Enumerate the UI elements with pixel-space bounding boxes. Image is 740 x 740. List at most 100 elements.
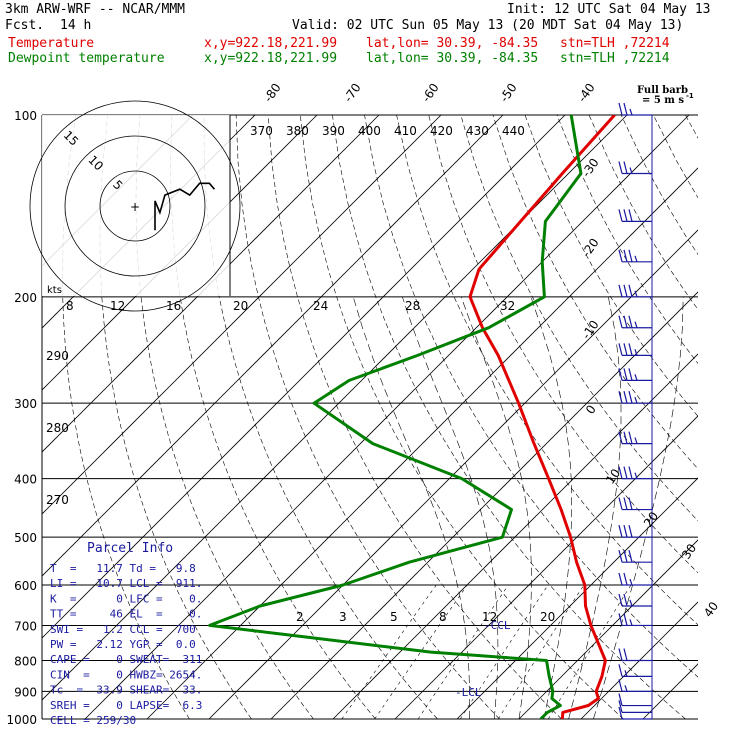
parcel-info-title: Parcel Info: [87, 541, 173, 556]
temperature-tick-label: 0: [583, 402, 599, 416]
dry-adiabat: [235, 115, 500, 719]
temperature-station: stn=TLH ,72214: [560, 36, 670, 51]
adiabat-label: 28: [405, 299, 420, 313]
wind-barb: [618, 572, 652, 586]
isotherm-line: [394, 415, 698, 719]
dewpoint-series-line: [208, 115, 583, 719]
pressure-tick-label: 100: [14, 109, 37, 123]
temperature-tick-label: -60: [419, 81, 442, 105]
wind-barb: [618, 431, 652, 445]
moist-adiabat: [530, 296, 572, 719]
isotherm-line: [146, 167, 698, 719]
isotherm-line: [270, 291, 698, 719]
parcel-info-row: PW = 2.12 YGP = 0.0: [50, 638, 196, 651]
dry-adiabat: [99, 115, 252, 719]
temperature-latlon: lat,lon= 30.39, -84.35: [366, 36, 539, 51]
theta-label: 410: [394, 124, 417, 138]
mixing-ratio-label: 8: [439, 610, 447, 624]
hodograph-background: [42, 115, 230, 296]
adiabat-label: 32: [500, 299, 515, 313]
dry-adiabat: [428, 115, 698, 574]
dry-adiabat: [267, 115, 562, 719]
temperature-tick-label: 30: [679, 541, 699, 562]
wind-barb: [618, 284, 652, 298]
wind-barb: [618, 679, 652, 692]
pressure-tick-label: 500: [14, 531, 37, 545]
temperature-tick-label: -40: [575, 81, 598, 105]
moist-adiabat: [568, 296, 622, 719]
theta-label: 290: [46, 349, 69, 363]
theta-label: 440: [502, 124, 525, 138]
temperature-xy: x,y=922.18,221.99: [204, 36, 338, 51]
pressure-tick-label: 400: [14, 473, 37, 487]
dry-adiabat: [460, 115, 698, 522]
full-barb-legend-units: = 5 m s: [642, 95, 684, 106]
parcel-info-panel: Parcel Info T = 11.7 Td = 9.8 LI = 10.7 L…: [50, 541, 202, 727]
parcel-info-row: SREH = 0 LAPSE= 6.3: [50, 699, 202, 712]
hodograph-center-icon: +: [130, 200, 140, 214]
theta-label: 400: [358, 124, 381, 138]
parcel-info-row: Tc = 33.9 SHEAR= 33.: [50, 684, 202, 697]
mixing-ratio-label: 3: [339, 610, 347, 624]
isotherm-line: [705, 115, 740, 719]
theta-label: 380: [286, 124, 309, 138]
theta-label: 370: [250, 124, 273, 138]
pressure-tick-label: 800: [14, 654, 37, 668]
dry-adiabat: [718, 115, 740, 719]
dry-adiabat: [62, 115, 190, 719]
dry-adiabat: [588, 115, 698, 310]
temperature-legend: Temperature: [8, 36, 95, 51]
parcel-info-row: SWI = 1.2 CCL = 700: [50, 623, 196, 636]
temperature-tick-label: -70: [341, 81, 364, 105]
dry-adiabat: [364, 115, 698, 678]
pressure-tick-label: 900: [14, 685, 37, 699]
moist-adiabat: [352, 296, 470, 719]
isotherm-line: [642, 663, 698, 719]
isotherm-line: [42, 115, 380, 453]
svg-text:-1: -1: [686, 92, 694, 100]
dry-adiabat: [685, 115, 698, 139]
parcel-info-row: CELL = 259/30: [50, 714, 136, 727]
isotherm-line: [42, 115, 566, 639]
wind-barb: [618, 613, 652, 627]
theta-label: 430: [466, 124, 489, 138]
init-time: Init: 12 UTC Sat 04 May 13: [507, 2, 711, 17]
wind-barb: [618, 249, 652, 263]
isotherm-line: [456, 477, 698, 719]
wind-barb: [618, 497, 652, 511]
wind-barb: [618, 209, 652, 222]
temperature-tick-label: 40: [701, 599, 721, 620]
wind-barb: [618, 693, 652, 707]
dewpoint-latlon: lat,lon= 30.39, -84.35: [366, 51, 539, 66]
pressure-tick-label: 1000: [6, 713, 37, 727]
hodograph-ring: [99, 170, 171, 242]
wind-barb: [618, 648, 652, 662]
parcel-info-row: T = 11.7 Td = 9.8: [50, 562, 196, 575]
adiabat-label: 12: [110, 299, 125, 313]
dry-adiabat: [396, 115, 698, 626]
adiabat-label: 20: [233, 299, 248, 313]
hodograph-ring: [29, 100, 241, 312]
adiabat-label: 8: [66, 299, 74, 313]
hodograph-trace: [154, 182, 216, 231]
dry-adiabat: [556, 115, 698, 364]
temperature-tick-label: -20: [579, 236, 602, 260]
theta-label: 420: [430, 124, 453, 138]
dry-adiabat: [203, 115, 438, 719]
temperature-tick-label: -80: [261, 81, 284, 105]
temperature-tick-label: -50: [497, 81, 520, 105]
dry-adiabat: [620, 115, 698, 255]
isotherm-line: [580, 601, 698, 719]
wind-barb: [618, 550, 652, 563]
wind-barb: [618, 706, 652, 720]
wind-barb: [618, 700, 652, 713]
parcel-info-row: CIN = 0 HWBZ= 2654.: [50, 668, 202, 681]
pressure-tick-label: 300: [14, 397, 37, 411]
isotherm-line: [42, 115, 504, 577]
wind-barb: [618, 102, 652, 116]
dewpoint-legend: Dewpoint temperature: [8, 51, 165, 66]
dry-adiabat: [170, 115, 376, 719]
full-barb-legend: Full barb: [637, 85, 688, 96]
wind-barb: [618, 466, 652, 480]
